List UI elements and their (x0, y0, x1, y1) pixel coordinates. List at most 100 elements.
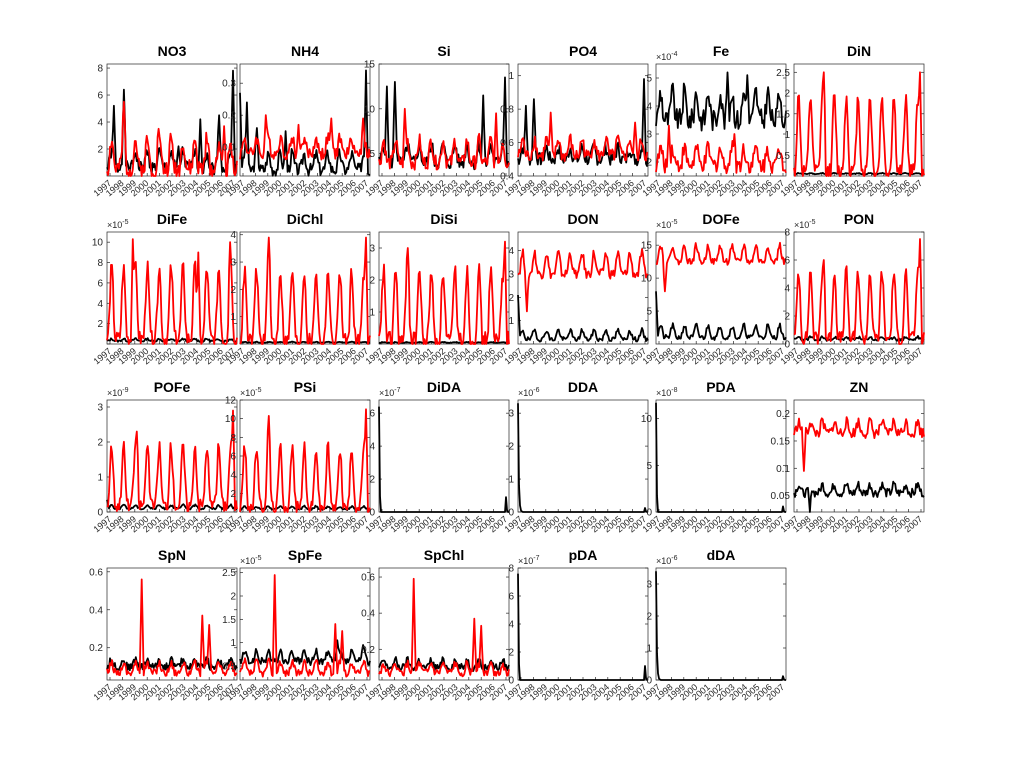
series-line-red (517, 248, 649, 313)
subplot-title: PON (844, 211, 874, 227)
y-tick-label: 2 (508, 648, 514, 659)
subplot-zn: ZN0.050.10.150.2199719981999200020012002… (771, 379, 925, 534)
axes-frame (517, 231, 649, 345)
y-tick-label: 5 (646, 74, 652, 85)
y-tick-label: 3 (97, 403, 103, 414)
y-tick-label: 1 (369, 308, 375, 319)
y-tick-label: 0 (646, 508, 652, 519)
subplot-title: PO4 (569, 43, 597, 59)
subplot-pda: pDA×10-702468199719981999200020012002200… (503, 547, 649, 702)
y-tick-label: 0 (369, 508, 375, 519)
series-line-black (517, 78, 649, 167)
series-line-red (793, 416, 925, 472)
y-tick-label: 2 (784, 312, 790, 323)
y-tick-label: 6 (784, 256, 790, 267)
y-tick-label: 2 (230, 592, 236, 603)
axis-multiplier: ×10-5 (107, 219, 129, 230)
series-line-red (239, 236, 371, 345)
y-tick-label: 8 (97, 258, 103, 269)
y-tick-label: 0.4 (89, 605, 103, 616)
y-tick-label: 4 (784, 284, 790, 295)
series-line-black (655, 291, 787, 341)
series-line-red (517, 111, 649, 162)
series-line-red (106, 409, 238, 513)
y-tick-label: 2 (230, 489, 236, 500)
series-line-black (239, 340, 370, 344)
axis-multiplier: ×10-8 (656, 387, 678, 398)
y-tick-label: 12 (225, 396, 237, 407)
y-tick-label: 2 (508, 442, 514, 453)
y-tick-label: 0.6 (89, 567, 103, 578)
y-tick-label: 0.4 (361, 609, 375, 620)
subplot-title: NO3 (158, 43, 187, 59)
series-line-red (239, 114, 371, 161)
y-tick-label: 8 (508, 564, 514, 575)
y-tick-label: 2 (97, 145, 103, 156)
subplot-title: Si (437, 43, 450, 59)
y-tick-label: 5 (646, 307, 652, 318)
subplot-title: DOFe (702, 211, 740, 227)
y-tick-label: 3 (646, 580, 652, 591)
series-line-black (378, 656, 510, 672)
y-tick-label: 2 (508, 293, 514, 304)
y-tick-label: 15 (364, 60, 376, 71)
subplot-dda: DDA×10-601231997199819992000200120022003… (503, 379, 649, 534)
y-tick-label: 8 (230, 433, 236, 444)
axis-multiplier: ×10-6 (656, 555, 678, 566)
y-tick-label: 1.5 (222, 615, 236, 626)
y-tick-label: 0.8 (500, 105, 514, 116)
y-tick-label: 0.5 (776, 151, 790, 162)
series-line-black (239, 639, 371, 666)
axes-frame (517, 567, 649, 681)
y-tick-label: 2 (97, 438, 103, 449)
subplot-pda: PDA×10-805101997199819992000200120022003… (641, 379, 787, 534)
series-line-black (655, 71, 787, 132)
y-tick-label: 0.2 (776, 409, 790, 420)
y-tick-label: 1 (230, 638, 236, 649)
series-line-red (106, 100, 238, 177)
series-line-black (655, 571, 786, 681)
y-tick-label: 4 (230, 230, 236, 241)
y-tick-label: 1 (646, 644, 652, 655)
y-tick-label: 3 (508, 270, 514, 281)
series-line-red (378, 240, 510, 345)
axis-multiplier: ×10-7 (518, 555, 540, 566)
subplot-fe: Fe×10-4234519971998199920002001200220032… (641, 43, 787, 198)
subplot-dda: dDA×10-601231997199819992000200120022003… (641, 547, 787, 702)
y-tick-label: 10 (92, 238, 104, 249)
y-tick-label: 4 (230, 470, 236, 481)
y-tick-label: 8 (784, 228, 790, 239)
subplot-disi: DiSi123199719981999200020012002200320042… (364, 211, 510, 366)
y-tick-label: 2 (97, 319, 103, 330)
axes-frame (793, 399, 925, 513)
subplot-pon: PON×10-502468199719981999200020012002200… (779, 211, 925, 366)
y-tick-label: 15 (641, 241, 653, 252)
y-tick-label: 2 (646, 612, 652, 623)
y-tick-label: 2 (230, 285, 236, 296)
y-tick-label: 1 (508, 71, 514, 82)
y-tick-label: 1 (230, 312, 236, 323)
y-tick-label: 10 (641, 414, 653, 425)
subplot-title: SpN (158, 547, 186, 563)
series-line-red (793, 71, 925, 177)
subplot-title: SpFe (288, 547, 322, 563)
y-tick-label: 0 (97, 508, 103, 519)
subplot-title: dDA (707, 547, 736, 563)
y-tick-label: 0.15 (771, 436, 791, 447)
series-line-red (655, 124, 787, 175)
y-tick-label: 6 (97, 278, 103, 289)
y-tick-label: 0.1 (222, 143, 236, 154)
subplot-title: POFe (154, 379, 191, 395)
subplot-title: DiN (847, 43, 871, 59)
axes-frame (378, 399, 510, 513)
subplot-title: SpChl (424, 547, 464, 563)
subplot-spchl: SpChl0.20.40.619971998199920002001200220… (361, 547, 510, 702)
y-tick-label: 0 (784, 340, 790, 351)
y-tick-label: 0.2 (361, 645, 375, 656)
axes-frame (517, 399, 649, 513)
y-tick-label: 0.6 (500, 138, 514, 149)
series-line-red (239, 574, 371, 678)
subplot-title: PDA (706, 379, 736, 395)
y-tick-label: 0.4 (500, 172, 514, 183)
y-tick-label: 0 (508, 508, 514, 519)
